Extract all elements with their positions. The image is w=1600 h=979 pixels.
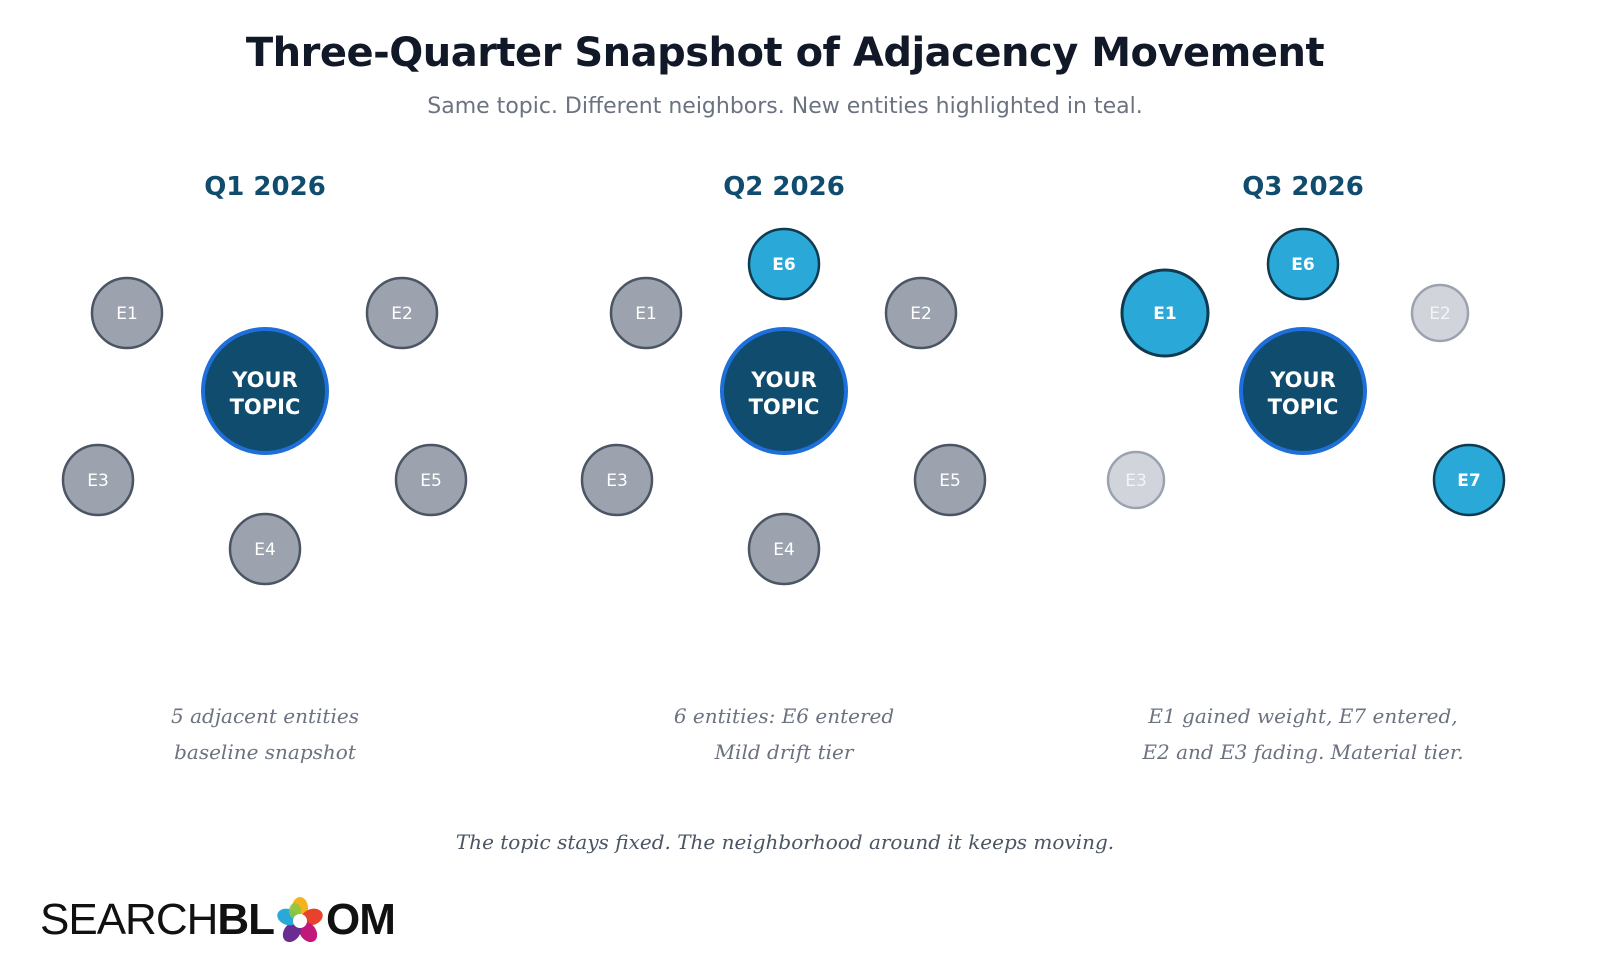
entity-node-e3: E3 [580,443,654,517]
entity-node-e5: E5 [394,443,468,517]
entity-node-e4: E4 [747,512,821,586]
topic-label-line-2: TOPIC [1268,395,1339,419]
entity-label-e3: E3 [1125,471,1147,491]
topic-node-3: YOUR TOPIC [1239,327,1367,455]
entity-circle-e3 [1106,450,1166,510]
entity-circle-e2 [365,276,439,350]
logo-text-light: SEARCH [40,895,218,944]
topic-circle [1239,327,1367,455]
entity-label-e4: E4 [254,540,276,560]
entity-circle-e3 [61,443,135,517]
quarter-label-2: Q2 2026 [723,172,845,202]
logo-text-bold-end: OM [326,895,396,944]
adjacency-diagram: Q1 2026 E1 E2 E3 E4 E5 YOUR TOPIC Q2 2026 E6 E1 E2 E… [61,172,1506,586]
entity-circle-e1 [1120,268,1210,358]
entity-label-e6: E6 [772,255,795,275]
entity-circle-e5 [913,443,987,517]
entity-label-e2: E2 [1429,304,1451,324]
entity-node-e5: E5 [913,443,987,517]
entity-node-e3: E3 [1106,450,1166,510]
entity-circle-e2 [884,276,958,350]
topic-circle [720,327,848,455]
entity-label-e7: E7 [1457,471,1480,491]
entity-circle-e2 [1410,283,1470,343]
entity-node-e7: E7 [1432,443,1506,517]
entity-label-e6: E6 [1291,255,1314,275]
entity-node-e1: E1 [1120,268,1210,358]
entity-label-e1: E1 [1153,304,1176,324]
quarter-panel-1: Q1 2026 E1 E2 E3 E4 E5 YOUR TOPIC [61,172,468,586]
entity-circle-e5 [394,443,468,517]
quarter-panel-3: Q3 2026 E6 E1 E2 E3 E7 YOUR TOPIC [1106,172,1506,517]
caption-q2-line-2: Mild drift tier [714,740,854,764]
topic-label-line-1: YOUR [231,368,298,392]
topic-label-line-2: TOPIC [749,395,820,419]
topic-label-line-1: YOUR [750,368,817,392]
entity-circle-e4 [228,512,302,586]
entity-node-e3: E3 [61,443,135,517]
topic-node-2: YOUR TOPIC [720,327,848,455]
entity-label-e3: E3 [606,471,628,491]
logo-text-bold: BL [217,895,275,944]
footer-note: The topic stays fixed. The neighborhood … [455,830,1115,854]
entity-node-e4: E4 [228,512,302,586]
entity-label-e1: E1 [635,304,657,324]
entity-label-e5: E5 [420,471,442,491]
quarter-label-1: Q1 2026 [204,172,326,202]
entity-label-e2: E2 [910,304,932,324]
topic-circle [201,327,329,455]
entity-label-e1: E1 [116,304,138,324]
topic-label-line-2: TOPIC [230,395,301,419]
entity-circle-e3 [580,443,654,517]
entity-node-e1: E1 [90,276,164,350]
entity-node-e2: E2 [365,276,439,350]
entity-label-e5: E5 [939,471,961,491]
caption-q3-line-1: E1 gained weight, E7 entered, [1148,704,1458,728]
bloom-flower-icon [277,897,323,943]
caption-q1-line-2: baseline snapshot [174,740,356,764]
entity-label-e4: E4 [773,540,795,560]
caption-q2: 6 entities: E6 entered Mild drift tier [534,698,1034,770]
caption-q1: 5 adjacent entities baseline snapshot [15,698,515,770]
entity-node-e1: E1 [609,276,683,350]
entity-circle-e4 [747,512,821,586]
entity-circle-e6 [1266,227,1340,301]
searchbloom-logo: SEARCH BL OM [40,890,396,950]
entity-node-e2: E2 [884,276,958,350]
entity-label-e2: E2 [391,304,413,324]
caption-q2-line-1: 6 entities: E6 entered [673,704,895,728]
entity-circle-e7 [1432,443,1506,517]
entity-circle-e6 [747,227,821,301]
quarter-panel-2: Q2 2026 E6 E1 E2 E3 E5 E4 YOUR TOPIC [580,172,987,586]
entity-node-e2: E2 [1410,283,1470,343]
entity-circle-e1 [609,276,683,350]
caption-q3-line-2: E2 and E3 fading. Material tier. [1142,740,1464,764]
page-subtitle: Same topic. Different neighbors. New ent… [427,94,1143,119]
entity-node-e6: E6 [1266,227,1340,301]
quarter-label-3: Q3 2026 [1242,172,1364,202]
entity-node-e6: E6 [747,227,821,301]
entity-circle-e1 [90,276,164,350]
page-title: Three-Quarter Snapshot of Adjacency Move… [245,30,1325,76]
entity-label-e3: E3 [87,471,109,491]
topic-node-1: YOUR TOPIC [201,327,329,455]
caption-q1-line-1: 5 adjacent entities [171,704,359,728]
topic-label-line-1: YOUR [1269,368,1336,392]
caption-q3: E1 gained weight, E7 entered, E2 and E3 … [1053,698,1553,770]
